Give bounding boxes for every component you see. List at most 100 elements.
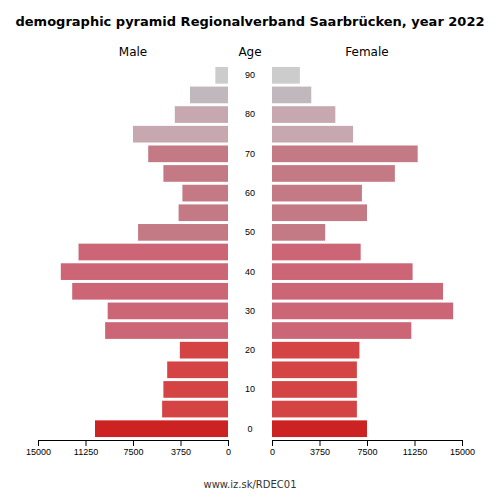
y-tick-label: 80 [245, 109, 255, 119]
y-tick: 70 [245, 149, 255, 159]
bar [163, 381, 228, 398]
bar [272, 224, 325, 241]
bar [272, 244, 361, 261]
column-header: Male [119, 45, 147, 59]
y-tick: 10 [245, 384, 255, 394]
y-tick-label: 0 [247, 424, 252, 434]
bar [61, 263, 228, 280]
x-tick: 3750 [171, 440, 191, 457]
x-axis-line [273, 441, 463, 447]
bar [79, 244, 228, 261]
bar [272, 165, 395, 182]
x-tick-label: 0 [270, 447, 275, 457]
bar [167, 361, 228, 378]
bar [148, 145, 228, 162]
title: demographic pyramid Regionalverband Saar… [15, 14, 484, 29]
bar [105, 322, 228, 339]
x-tick-label: 7500 [357, 447, 377, 457]
bars-1 [272, 67, 453, 437]
x-tick-mark [86, 440, 87, 446]
y-tick-label: 10 [245, 384, 255, 394]
x-tick-label: 3750 [171, 447, 191, 457]
bar [138, 224, 228, 241]
bar [272, 361, 357, 378]
y-tick: 0 [247, 424, 252, 434]
bar [272, 303, 453, 320]
y-tick-label: 50 [245, 227, 255, 237]
y-tick: 60 [245, 188, 255, 198]
x-tick-label: 11250 [74, 447, 98, 457]
x-tick-mark [38, 440, 39, 446]
x-tick-label: 11250 [403, 447, 427, 457]
bar [272, 87, 311, 104]
bar [190, 87, 228, 104]
bar [272, 283, 443, 300]
y-tick-label: 90 [245, 70, 255, 80]
bar [272, 185, 362, 202]
bar [272, 420, 367, 437]
x-tick-mark [367, 440, 368, 446]
chart: 0 3750 7500 11250 15000 Male 0 3750 7500 11250 150… [0, 0, 500, 500]
x-tick-mark [272, 440, 273, 446]
y-tick-label: 70 [245, 149, 255, 159]
y-tick-label: 60 [245, 188, 255, 198]
bar [175, 106, 228, 123]
bar [162, 401, 228, 418]
x-axis: 0 3750 7500 11250 15000 [270, 440, 475, 457]
bar [180, 342, 228, 359]
x-tick-label: 15000 [450, 447, 475, 457]
y-tick: 50 [245, 227, 255, 237]
x-tick-label: 0 [226, 447, 231, 457]
y-tick: 40 [245, 267, 255, 277]
y-tick-label: 40 [245, 267, 255, 277]
x-tick: 15000 [26, 440, 51, 457]
y-tick: 90 [245, 70, 255, 80]
subtitle: www.iz.sk/RDEC01 [203, 479, 296, 490]
bar [272, 263, 413, 280]
x-tick: 0 [226, 440, 231, 457]
bar [272, 322, 411, 339]
x-tick-label: 7500 [123, 447, 143, 457]
bar [272, 145, 418, 162]
y-tick: 80 [245, 109, 255, 119]
bar [272, 126, 353, 143]
x-tick: 7500 [123, 440, 143, 457]
bar [272, 401, 357, 418]
x-tick: 11250 [403, 440, 427, 457]
bar [272, 106, 335, 123]
x-tick-mark [228, 440, 229, 446]
bar [163, 165, 228, 182]
x-axis: 0 3750 7500 11250 15000 [26, 440, 231, 457]
x-tick: 0 [270, 440, 275, 457]
bar [108, 303, 228, 320]
x-axis-line [39, 441, 229, 447]
bar [182, 185, 228, 202]
column-header: Female [345, 45, 388, 59]
x-tick-mark [133, 440, 134, 446]
x-tick: 11250 [74, 440, 98, 457]
x-tick: 3750 [310, 440, 330, 457]
bar [72, 283, 228, 300]
y-axis: 0 10 20 30 40 50 60 70 80 90 [245, 70, 255, 433]
x-tick-label: 15000 [26, 447, 51, 457]
y-tick: 30 [245, 306, 255, 316]
bar [272, 342, 359, 359]
bars-0 [61, 67, 228, 437]
x-tick-mark [181, 440, 182, 446]
y-tick-label: 20 [245, 345, 255, 355]
bar [272, 381, 357, 398]
x-tick-label: 3750 [310, 447, 330, 457]
bar [179, 204, 228, 221]
y-tick: 20 [245, 345, 255, 355]
bar [215, 67, 228, 84]
bar [272, 204, 367, 221]
bar [272, 67, 300, 84]
axis-title: Age [238, 45, 261, 59]
x-tick-mark [415, 440, 416, 446]
y-tick-label: 30 [245, 306, 255, 316]
bar [95, 420, 228, 437]
x-tick: 7500 [357, 440, 377, 457]
bar [133, 126, 228, 143]
x-tick-mark [320, 440, 321, 446]
x-tick-mark [462, 440, 463, 446]
